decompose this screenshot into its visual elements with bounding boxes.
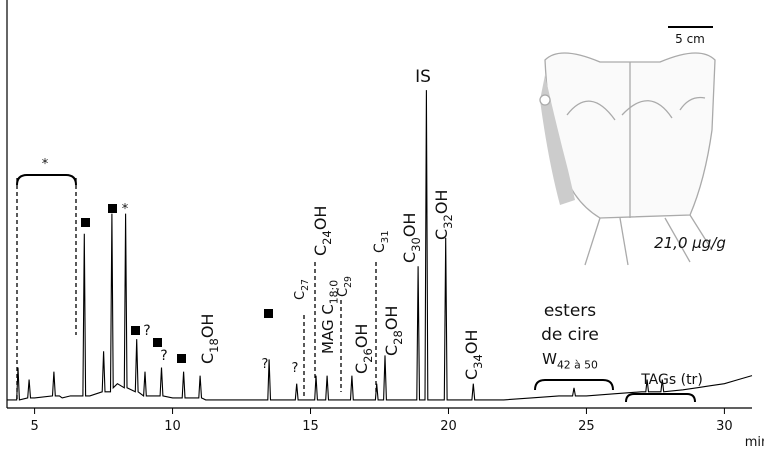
annotation-text: C (336, 288, 351, 297)
marker (153, 338, 162, 347)
annotation: C31 (372, 230, 391, 253)
annotation-text: 5 cm (675, 32, 705, 46)
annotation-text: C (462, 369, 481, 380)
annotation-subscript: 29 (343, 276, 354, 288)
annotation-text: esters (544, 301, 596, 321)
marker (108, 204, 117, 213)
annotation-text: IS (415, 67, 431, 87)
annotation-text: 21,0 µg/g (654, 234, 726, 252)
annotation-text: OH (432, 190, 451, 215)
x-tick-label: 5 (30, 419, 38, 434)
annotation: MAG C18:0 (319, 280, 341, 354)
annotation-subscript: 27 (300, 279, 311, 291)
markers (81, 204, 273, 363)
annotation-subscript: 18 (207, 338, 221, 353)
annotation-text: C (293, 291, 308, 300)
annotation-text: OH (311, 206, 330, 231)
annotation: esters (544, 301, 596, 321)
x-tick-label: 30 (716, 419, 733, 434)
annotation: ? (143, 323, 150, 339)
annotation-text: ? (262, 357, 269, 372)
annotation: ? (292, 361, 299, 376)
annotation-text: ? (143, 323, 150, 339)
x-tick-label: 20 (440, 419, 457, 434)
annotation: * (122, 202, 129, 217)
x-tick-label: 10 (164, 419, 181, 434)
marker (177, 354, 186, 363)
annotation: ? (262, 357, 269, 372)
annotation-text: de cire (541, 325, 599, 345)
marker (264, 309, 273, 318)
annotation: C32OH (432, 190, 455, 240)
annotation-subscript: 18:0 (328, 280, 341, 304)
annotation-text: OH (400, 213, 419, 238)
decor (16, 26, 713, 403)
annotation-text: C (352, 363, 371, 374)
annotation-text: W (542, 350, 557, 368)
annotation-text: OH (198, 314, 217, 339)
annotation: C27 (293, 279, 311, 300)
annotation-text: ? (292, 361, 299, 376)
annotation: C34OH (462, 330, 485, 380)
annotation-text: TAGs (tr) (640, 372, 703, 388)
annotation-text: * (122, 202, 129, 217)
brace (625, 393, 696, 403)
marker (81, 218, 90, 227)
annotation-subscript: 32 (441, 214, 455, 229)
annotation-text: ? (160, 348, 167, 364)
annotation: 5 cm (675, 32, 705, 46)
annotation-text: C (198, 353, 217, 364)
annotation-text: OH (382, 306, 401, 331)
marker (131, 326, 140, 335)
x-tick-label: 25 (578, 419, 595, 434)
trace (7, 90, 753, 401)
annotation-text: C (382, 345, 401, 356)
annotation: IS (415, 67, 431, 87)
annotation: C29 (336, 276, 354, 297)
annotation-text: C (372, 243, 388, 253)
annotation-text: C (311, 245, 330, 256)
annotation-subscript: 31 (380, 230, 391, 243)
brace (534, 379, 614, 391)
annotation-subscript: 28 (391, 330, 405, 345)
annotation: * (42, 157, 49, 172)
annotation: de cire (541, 325, 599, 345)
annotation: C18OH (198, 314, 221, 364)
annotation: TAGs (tr) (640, 372, 703, 388)
annotation: C26OH (352, 324, 375, 374)
annotation-subscript: 42 à 50 (557, 359, 598, 372)
annotation: C30OH (400, 213, 423, 263)
annotation-subscript: 34 (471, 354, 485, 369)
brace (16, 174, 77, 186)
annotation-text: OH (462, 330, 481, 355)
annotation: C24OH (311, 206, 334, 256)
annotation-text: MAG C (319, 304, 337, 354)
annotation-text: * (42, 157, 49, 172)
annotation-subscript: 30 (409, 237, 423, 252)
annotation: C28OH (382, 306, 405, 356)
annotation: W42 à 50 (542, 350, 598, 372)
annotation-text: C (432, 229, 451, 240)
annotation-text: C (400, 252, 419, 263)
annotation: 21,0 µg/g (654, 234, 726, 252)
vessel-drawing (539, 52, 716, 266)
annotation-text: OH (352, 324, 371, 349)
annotation-subscript: 26 (361, 348, 375, 363)
x-axis-label: min (745, 435, 764, 450)
annotation-subscript: 24 (320, 230, 334, 245)
annotation: ? (160, 348, 167, 364)
x-tick-label: 15 (302, 419, 319, 434)
